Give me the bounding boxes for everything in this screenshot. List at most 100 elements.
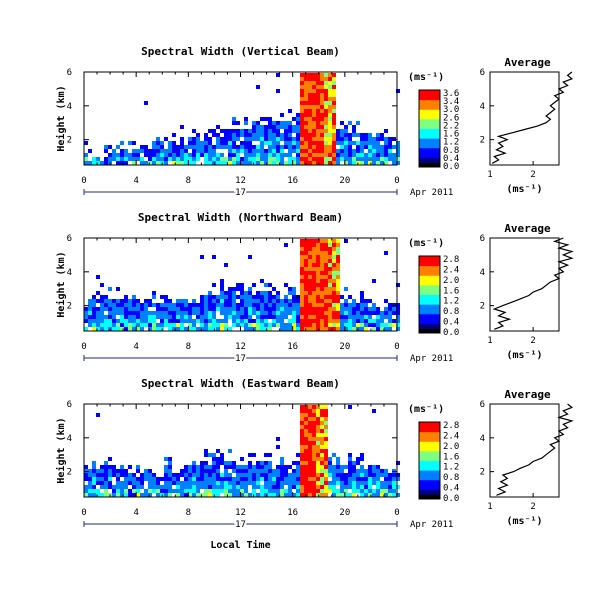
heatmap-cell: [232, 117, 236, 121]
heatmap-cell: [96, 469, 100, 473]
heatmap-cell: [356, 149, 360, 153]
heatmap-cell: [380, 133, 384, 137]
average-x-tick-label: 1: [487, 336, 492, 346]
heatmap-cell: [296, 117, 300, 121]
heatmap-cell: [332, 247, 336, 251]
x-tick-label: 8: [186, 342, 191, 352]
heatmap-cell: [300, 315, 304, 319]
y-tick-label: 2: [67, 468, 72, 478]
heatmap-cell: [272, 493, 276, 497]
heatmap-cell: [332, 279, 336, 283]
heatmap-cell: [196, 493, 200, 497]
heatmap-cell: [308, 137, 312, 141]
heatmap-cell: [252, 303, 256, 307]
heatmap-cell: [188, 323, 192, 327]
heatmap-cell: [124, 489, 128, 493]
heatmap-cell: [248, 315, 252, 319]
heatmap-cell: [236, 157, 240, 161]
heatmap-cell: [152, 319, 156, 323]
heatmap-cell: [376, 319, 380, 323]
heatmap-cell: [156, 307, 160, 311]
heatmap-cell: [276, 295, 280, 299]
heatmap-cell: [240, 145, 244, 149]
heatmap-cell: [388, 485, 392, 489]
heatmap-cell: [104, 473, 108, 477]
heatmap-cell: [148, 153, 152, 157]
heatmap-cell: [252, 137, 256, 141]
heatmap-cell: [288, 307, 292, 311]
heatmap-cell: [272, 485, 276, 489]
heatmap-cell: [212, 133, 216, 137]
heatmap-cell: [316, 243, 320, 247]
heatmap-cell: [132, 157, 136, 161]
heatmap-cell: [156, 157, 160, 161]
heatmap-cell: [332, 161, 336, 165]
heatmap-cell: [104, 161, 108, 165]
heatmap-cell: [108, 145, 112, 149]
heatmap-cell: [360, 157, 364, 161]
heatmap-cell: [276, 315, 280, 319]
y-tick-label: 4: [67, 434, 72, 444]
heatmap-cell: [380, 145, 384, 149]
heatmap-cell: [320, 129, 324, 133]
heatmap-cell: [144, 145, 148, 149]
heatmap-cell: [216, 319, 220, 323]
heatmap-cell: [140, 323, 144, 327]
heatmap-cell: [152, 489, 156, 493]
heatmap-cell: [108, 319, 112, 323]
heatmap-cell: [212, 153, 216, 157]
heatmap-cell: [168, 327, 172, 331]
average-x-tick-label: 2: [530, 336, 535, 346]
heatmap-cell: [372, 157, 376, 161]
heatmap-cell: [152, 473, 156, 477]
heatmap-cell: [284, 295, 288, 299]
heatmap-cell: [220, 473, 224, 477]
heatmap-cell: [312, 481, 316, 485]
heatmap-cell: [300, 449, 304, 453]
heatmap-cell: [240, 133, 244, 137]
heatmap-cell: [308, 413, 312, 417]
heatmap-cell: [328, 307, 332, 311]
heatmap-cell: [276, 445, 280, 449]
heatmap-cell: [88, 307, 92, 311]
heatmap-cell: [308, 243, 312, 247]
heatmap-cell: [96, 477, 100, 481]
heatmap-cell: [312, 129, 316, 133]
heatmap-cell: [324, 323, 328, 327]
heatmap-cell: [232, 319, 236, 323]
heatmap-cell: [236, 287, 240, 291]
heatmap-cell: [200, 145, 204, 149]
heatmap-cell: [312, 299, 316, 303]
heatmap-cell: [232, 133, 236, 137]
heatmap-cell: [136, 153, 140, 157]
heatmap-cell: [272, 477, 276, 481]
heatmap-cell: [356, 303, 360, 307]
heatmap-cell: [344, 307, 348, 311]
panel-3: Spectral Width (Eastward Beam)0 4 8 12 16 20 0…: [55, 377, 574, 532]
heatmap-cell: [356, 121, 360, 125]
heatmap-cell: [164, 457, 168, 461]
heatmap-cell: [216, 303, 220, 307]
heatmap-cell: [252, 319, 256, 323]
heatmap-cell: [348, 461, 352, 465]
heatmap-cell: [208, 319, 212, 323]
heatmap-cell: [308, 291, 312, 295]
heatmap-cell: [224, 133, 228, 137]
heatmap-cell: [112, 465, 116, 469]
heatmap-cell: [104, 461, 108, 465]
heatmap-cell: [120, 307, 124, 311]
heatmap-cell: [364, 307, 368, 311]
heatmap-cell: [240, 315, 244, 319]
heatmap-cell: [236, 481, 240, 485]
heatmap-cell: [328, 157, 332, 161]
heatmap-cell: [292, 141, 296, 145]
heatmap-cell: [320, 295, 324, 299]
colorbar-swatch: [419, 138, 440, 149]
heatmap-cell: [380, 161, 384, 165]
heatmap-cell: [212, 149, 216, 153]
heatmap-cell: [284, 477, 288, 481]
heatmap-cell: [308, 409, 312, 413]
heatmap-cell: [344, 315, 348, 319]
heatmap-cell: [116, 319, 120, 323]
panel-1: Spectral Width (Vertical Beam)0 4 8 12 16 20 0…: [55, 45, 574, 200]
